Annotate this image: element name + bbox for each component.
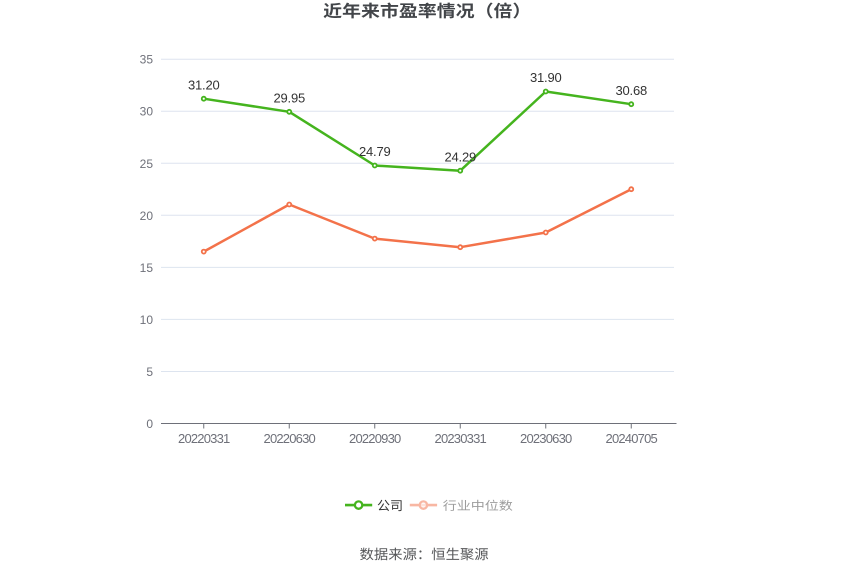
svg-text:24.79: 24.79 <box>359 144 391 159</box>
svg-text:31.90: 31.90 <box>530 70 562 85</box>
svg-text:25: 25 <box>140 157 154 171</box>
svg-text:10: 10 <box>140 313 154 327</box>
svg-text:29.95: 29.95 <box>273 91 305 106</box>
svg-text:24.29: 24.29 <box>444 149 476 164</box>
svg-text:20: 20 <box>140 209 154 223</box>
svg-text:15: 15 <box>140 261 154 275</box>
svg-text:30: 30 <box>140 105 154 119</box>
svg-text:30.68: 30.68 <box>615 83 647 98</box>
svg-text:35: 35 <box>140 53 154 67</box>
svg-text:20240705: 20240705 <box>606 431 658 446</box>
svg-text:0: 0 <box>146 417 153 431</box>
svg-text:20220930: 20220930 <box>349 431 401 446</box>
svg-text:20230630: 20230630 <box>520 431 572 446</box>
svg-text:31.20: 31.20 <box>188 77 220 92</box>
svg-text:20220630: 20220630 <box>264 431 316 446</box>
svg-text:20230331: 20230331 <box>435 431 487 446</box>
svg-text:5: 5 <box>146 365 153 379</box>
svg-text:20220331: 20220331 <box>178 431 230 446</box>
